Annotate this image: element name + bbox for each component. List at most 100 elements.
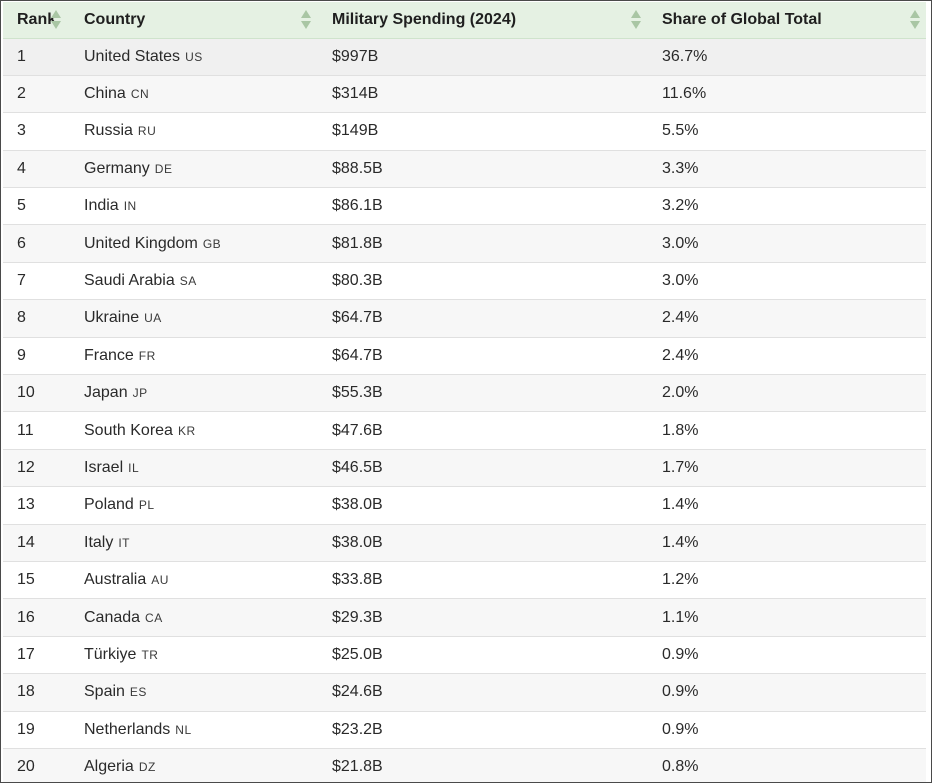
share-cell: 1.7% [662,458,699,476]
rank-cell: 11 [17,421,34,439]
country-code: GB [202,236,222,251]
country-name: Russia [84,122,133,140]
column-header-share-label: Share of Global Total [662,10,822,28]
country-cell: Italy IT [70,524,318,561]
table-row: 8 Ukraine UA $64.7B 2.4% [3,299,926,338]
country-cell: Germany DE [70,150,318,187]
spending-cell: $25.0B [332,645,383,663]
rank-cell: 2 [17,85,26,103]
country-code: DE [154,161,173,176]
country-code: AU [151,573,169,588]
country-cell: Türkiye TR [70,636,318,673]
country-cell: Australia AU [70,561,318,598]
country-name: Japan [84,384,128,402]
country-name: China [84,85,126,103]
share-cell: 5.5% [662,122,699,140]
country-name: Algeria [84,758,134,776]
country-cell: Israel IL [70,449,318,486]
sort-arrows-icon[interactable] [631,8,641,32]
country-code: PL [138,498,155,513]
spending-cell: $86.1B [332,197,383,215]
country-cell: Saudi Arabia SA [70,262,318,299]
rank-cell: 17 [17,645,35,663]
country-cell: South Korea KR [70,412,318,449]
country-cell: Poland PL [70,487,318,524]
sort-arrows-icon[interactable] [51,8,61,32]
country-code: FR [138,348,156,363]
column-header-rank[interactable]: Rank [3,2,70,39]
country-cell: France FR [70,337,318,374]
share-cell: 3.0% [662,272,699,290]
country-cell: United States US [70,38,318,75]
share-cell: 0.8% [662,758,699,776]
spending-cell: $997B [332,47,379,65]
table-row: 5 India IN $86.1B 3.2% [3,188,926,225]
sort-arrows-icon[interactable] [301,8,311,32]
rank-cell: 9 [17,346,26,364]
spending-cell: $46.5B [332,458,383,476]
military-spending-table: Rank Country Military Spending (2024) Sh… [3,2,926,782]
country-code: KR [177,423,196,438]
spending-cell: $80.3B [332,272,383,290]
column-header-rank-label: Rank [17,10,57,28]
country-name: South Korea [84,421,173,439]
country-name: Israel [84,458,124,476]
share-cell: 2.4% [662,309,699,327]
column-header-country[interactable]: Country [70,2,318,39]
spending-cell: $29.3B [332,608,383,626]
spending-cell: $149B [332,122,379,140]
table-header-row: Rank Country Military Spending (2024) Sh… [3,2,926,39]
spending-cell: $33.8B [332,571,383,589]
country-name: Spain [84,683,125,701]
spending-cell: $23.2B [332,720,383,738]
country-code: US [185,49,203,64]
rank-cell: 6 [17,234,26,252]
table-row: 11 South Korea KR $47.6B 1.8% [3,412,926,450]
country-cell: China CN [70,75,318,112]
rank-cell: 10 [17,384,35,402]
share-cell: 0.9% [662,720,699,738]
share-cell: 11.6% [662,85,707,103]
column-header-spending[interactable]: Military Spending (2024) [318,2,648,39]
country-name: Italy [84,533,114,551]
country-name: Australia [84,571,147,589]
share-cell: 1.4% [662,496,699,514]
rank-cell: 20 [17,758,35,776]
country-name: Ukraine [84,309,140,327]
spending-cell: $81.8B [332,234,383,252]
country-code: DZ [138,760,156,775]
sort-arrows-icon[interactable] [910,8,920,32]
country-cell: Netherlands NL [70,711,318,748]
spending-cell: $88.5B [332,159,383,177]
spending-cell: $314B [332,85,379,103]
rank-cell: 1 [17,47,26,65]
table-row: 1 United States US $997B 36.7% [3,38,926,76]
country-code: RU [137,124,157,139]
column-header-spending-label: Military Spending (2024) [332,10,517,28]
rank-cell: 18 [17,683,35,701]
table-row: 12 Israel IL $46.5B 1.7% [3,449,926,487]
rank-cell: 3 [17,122,26,140]
country-cell: Japan JP [70,375,318,412]
table-row: 15 Australia AU $33.8B 1.2% [3,561,926,599]
country-cell: India IN [70,188,318,225]
column-header-share[interactable]: Share of Global Total [648,2,926,39]
country-name: Türkiye [84,645,137,663]
country-name: India [84,197,119,215]
share-cell: 1.8% [662,421,699,439]
share-cell: 1.4% [662,533,699,551]
spending-cell: $38.0B [332,496,383,514]
rank-cell: 4 [17,159,26,177]
share-cell: 0.9% [662,645,699,663]
spending-cell: $38.0B [332,533,383,551]
rank-cell: 5 [17,197,26,215]
rank-cell: 15 [17,571,35,589]
table-row: 2 China CN $314B 11.6% [3,75,926,113]
rank-cell: 8 [17,309,26,327]
spending-cell: $55.3B [332,384,383,402]
share-cell: 3.3% [662,159,699,177]
country-code: JP [132,386,148,401]
rank-cell: 16 [17,608,35,626]
share-cell: 3.0% [662,234,699,252]
